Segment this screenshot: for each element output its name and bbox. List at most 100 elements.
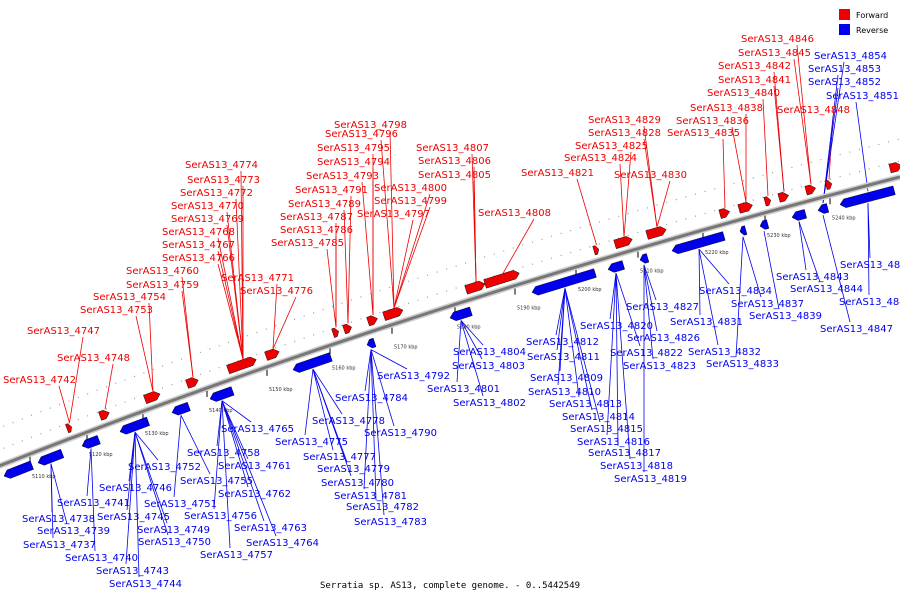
forward-leader-line	[69, 336, 84, 423]
forward-gene-label: SerAS13_4805	[418, 170, 491, 181]
reverse-leader-line	[763, 230, 780, 310]
forward-gene-label: SerAS13_4835	[667, 128, 740, 139]
reverse-gene-label: SerAS13_4847	[820, 324, 893, 335]
reverse-leader-line	[643, 264, 658, 332]
reverse-legend-label: Reverse	[856, 26, 888, 35]
reverse-gene-label: SerAS13_4779	[317, 464, 390, 475]
forward-gene-arrow	[331, 327, 339, 338]
scale-tick-label: 5200 kbp	[578, 287, 602, 293]
reverse-gene-label: SerAS13_4817	[588, 448, 661, 459]
forward-gene-label: SerAS13_4838	[690, 103, 763, 114]
forward-leader-line	[380, 139, 395, 309]
reverse-gene-label: SerAS13_4751	[144, 499, 217, 510]
reverse-leader-line	[221, 400, 249, 488]
reverse-leader-line	[564, 288, 580, 398]
reverse-gene-label: SerAS13_4822	[610, 348, 683, 359]
reverse-leader-line	[606, 273, 617, 436]
forward-leader-line	[393, 193, 431, 309]
reverse-leader-line	[221, 400, 249, 460]
reverse-leader-line	[180, 415, 211, 475]
forward-gene-label: SerAS13_4828	[588, 128, 661, 139]
reverse-gene-label: SerAS13_4851	[826, 91, 899, 102]
forward-gene-arrow	[342, 323, 352, 335]
scale-tick-label: 5230 kbp	[767, 233, 791, 239]
reverse-gene-arrow	[839, 185, 896, 208]
reverse-gene-label: SerAS13_4802	[453, 398, 526, 409]
forward-gene-label: SerAS13_4829	[588, 115, 661, 126]
forward-leader-line	[361, 181, 374, 315]
forward-leader-line	[623, 151, 632, 237]
forward-leader-line	[272, 283, 278, 349]
reverse-leader-line	[615, 273, 619, 447]
reverse-gene-label: SerAS13_4750	[138, 537, 211, 548]
reverse-gene-label: SerAS13_4764	[246, 538, 319, 549]
reverse-gene-arrow	[209, 386, 235, 402]
reverse-leader-line	[312, 368, 343, 415]
reverse-gene-arrow	[531, 268, 597, 296]
reverse-gene-label: SerAS13_4741	[57, 498, 130, 509]
forward-gene-label: SerAS13_4787	[280, 212, 353, 223]
reverse-leader-line	[50, 463, 68, 525]
reverse-gene-label: SerAS13_4756	[184, 511, 257, 522]
reverse-gene-label: SerAS13_4792	[377, 371, 450, 382]
forward-gene-label: SerAS13_4806	[418, 156, 491, 167]
reverse-leader-line	[643, 264, 657, 301]
reverse-gene-label: SerAS13_4804	[453, 347, 526, 358]
forward-leader-line	[796, 44, 812, 185]
reverse-gene-label: SerAS13_4812	[526, 337, 599, 348]
forward-gene-arrow	[226, 356, 257, 375]
reverse-gene-label: SerAS13_4803	[452, 361, 525, 372]
forward-leader-line	[226, 211, 244, 360]
forward-gene-arrow	[777, 192, 789, 203]
forward-leader-line	[793, 58, 812, 185]
forward-leader-line	[104, 363, 114, 410]
reverse-gene-label: SerAS13_4853	[808, 64, 881, 75]
forward-leader-line	[217, 237, 244, 360]
forward-gene-arrow	[645, 226, 667, 240]
reverse-gene-label: SerAS13_4820	[580, 321, 653, 332]
scale-tick-label: 5110 kbp	[32, 474, 56, 480]
reverse-leader-line	[216, 400, 223, 447]
reverse-gene-label: SerAS13_4814	[562, 412, 635, 423]
forward-gene-label: SerAS13_4800	[374, 183, 447, 194]
reverse-gene-label: SerAS13_4777	[303, 452, 376, 463]
reverse-leader-line	[363, 349, 372, 490]
forward-leader-line	[731, 126, 747, 203]
reverse-gene-labels: SerAS13_4738 SerAS13_4737 SerAS13_4739 SerA…	[22, 51, 900, 590]
forward-gene-label: SerAS13_4754	[93, 292, 166, 303]
reverse-gene-arrow	[449, 306, 473, 321]
forward-gene-label: SerAS13_4776	[240, 286, 313, 297]
forward-gene-label: SerAS13_4797	[357, 209, 430, 220]
reverse-leader-line	[822, 61, 845, 204]
reverse-gene-label: SerAS13_4740	[65, 553, 138, 564]
scale-tick-label: 5220 kbp	[705, 250, 729, 256]
reverse-gene-label: SerAS13_4839	[749, 311, 822, 322]
scale-tick-label: 5150 kbp	[269, 387, 293, 393]
gene-arrows	[3, 162, 900, 479]
forward-gene-arrow	[464, 280, 486, 295]
reverse-leader-line	[609, 273, 617, 320]
reverse-gene-label: SerAS13_4781	[334, 491, 407, 502]
forward-leader-line	[576, 178, 597, 245]
forward-gene-label: SerAS13_4825	[575, 141, 648, 152]
reverse-gene-label: SerAS13_4784	[335, 393, 408, 404]
forward-leader-line	[643, 125, 658, 228]
reverse-gene-label: SerAS13_4763	[234, 523, 307, 534]
reverse-leader-line	[221, 400, 265, 522]
reverse-leader-line	[556, 288, 566, 351]
forward-legend-swatch	[839, 9, 850, 20]
forward-gene-arrow	[483, 270, 520, 289]
reverse-leader-line	[370, 349, 385, 516]
reverse-leader-line	[855, 101, 869, 192]
forward-gene-label: SerAS13_4769	[171, 214, 244, 225]
forward-leader-line	[502, 218, 535, 274]
forward-leader-line	[773, 71, 785, 192]
forward-leader-line	[148, 302, 154, 392]
reverse-leader-line	[557, 288, 566, 386]
reverse-gene-arrow	[119, 416, 150, 435]
reverse-gene-label: SerAS13_4854	[814, 51, 887, 62]
scale-tick-label: 5240 kbp	[832, 215, 856, 221]
forward-gene-label: SerAS13_4799	[374, 196, 447, 207]
forward-gene-label: SerAS13_4808	[478, 208, 551, 219]
reverse-leader-line	[698, 249, 719, 346]
